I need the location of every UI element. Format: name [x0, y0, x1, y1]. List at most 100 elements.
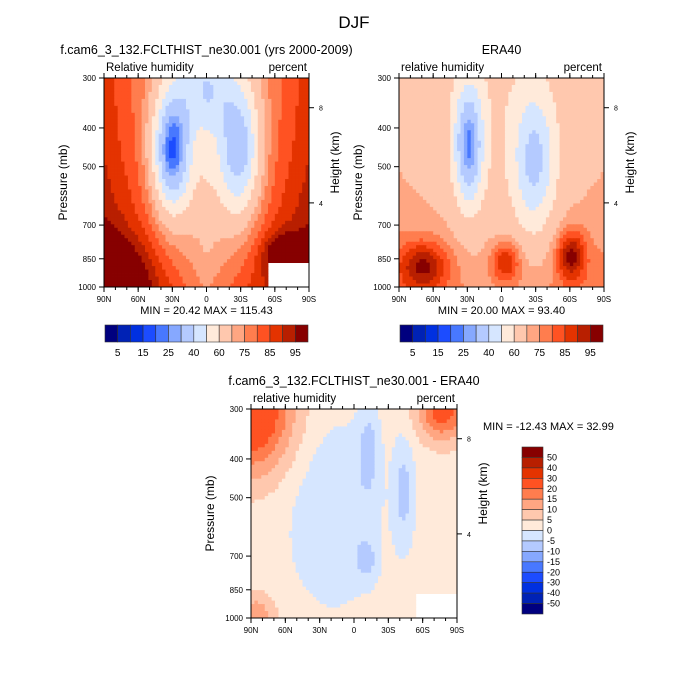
- contour-cell: [254, 116, 259, 121]
- contour-cell: [155, 241, 160, 246]
- contour-cell: [141, 255, 146, 260]
- contour-cell: [233, 252, 238, 257]
- contour-cell: [399, 151, 403, 156]
- contour-cell: [278, 123, 283, 128]
- contour-cell: [508, 133, 513, 138]
- contour-cell: [192, 276, 197, 281]
- contour-cell: [192, 140, 197, 145]
- contour-cell: [250, 78, 255, 82]
- contour-cell: [203, 189, 207, 194]
- contour-cell: [199, 84, 204, 89]
- contour-cell: [230, 88, 235, 93]
- contour-cell: [250, 196, 255, 201]
- contour-cell: [576, 140, 581, 145]
- contour-cell: [250, 259, 255, 264]
- contour-cell: [124, 91, 129, 96]
- contour-cell: [227, 210, 231, 215]
- contour-cell: [281, 116, 286, 121]
- contour-cell: [573, 102, 578, 107]
- contour-cell: [247, 78, 252, 82]
- contour-cell: [117, 179, 122, 183]
- contour-cell: [491, 91, 496, 96]
- contour-cell: [291, 248, 296, 253]
- contour-cell: [110, 102, 115, 107]
- contour-cell: [274, 126, 279, 131]
- contour-cell: [182, 217, 187, 222]
- contour-cell: [580, 123, 584, 128]
- contour-cell: [597, 130, 601, 135]
- contour-cell: [107, 179, 112, 183]
- contour-cell: [474, 119, 478, 124]
- contour-cell: [422, 98, 427, 103]
- contour-cell: [295, 217, 300, 222]
- contour-cell: [549, 119, 554, 124]
- contour-cell: [145, 269, 149, 274]
- contour-cell: [515, 91, 519, 96]
- contour-cell: [104, 213, 108, 218]
- contour-cell: [182, 276, 187, 281]
- contour-cell: [192, 133, 197, 138]
- contour-cell: [203, 199, 207, 204]
- contour-cell: [254, 248, 259, 253]
- contour-cell: [295, 231, 300, 236]
- contour-cell: [148, 84, 153, 89]
- contour-cell: [264, 91, 269, 96]
- contour-cell: [549, 105, 554, 110]
- contour-cell: [138, 273, 142, 277]
- contour-cell: [134, 112, 139, 117]
- contour-cell: [305, 206, 310, 211]
- contour-cell: [114, 266, 119, 270]
- contour-cell: [402, 123, 407, 128]
- contour-cell: [220, 227, 224, 232]
- contour-cell: [264, 238, 269, 243]
- contour-cell: [302, 140, 306, 145]
- contour-cell: [104, 95, 108, 100]
- contour-cell: [175, 168, 180, 173]
- contour-cell: [192, 185, 197, 190]
- contour-cell: [134, 165, 139, 169]
- contour-cell: [196, 91, 201, 96]
- contour-cell: [196, 234, 201, 239]
- contour-cell: [498, 109, 502, 114]
- contour-cell: [487, 116, 492, 121]
- contour-cell: [203, 273, 207, 277]
- contour-cell: [593, 105, 598, 110]
- contour-cell: [597, 95, 601, 100]
- contour-cell: [117, 81, 122, 86]
- contour-cell: [237, 189, 242, 194]
- contour-cell: [124, 185, 129, 190]
- contour-cell: [422, 133, 427, 138]
- contour-cell: [155, 196, 160, 201]
- contour-cell: [131, 203, 136, 208]
- contour-cell: [586, 130, 591, 135]
- contour-cell: [291, 161, 296, 166]
- contour-cell: [186, 245, 190, 250]
- contour-cell: [162, 217, 166, 222]
- contour-cell: [545, 84, 550, 89]
- contour-cell: [172, 266, 177, 270]
- contour-cell: [525, 91, 530, 96]
- contour-cell: [261, 241, 265, 246]
- contour-cell: [124, 154, 129, 159]
- contour-cell: [141, 112, 146, 117]
- contour-cell: [491, 105, 496, 110]
- contour-cell: [192, 165, 197, 169]
- contour-cell: [186, 252, 190, 257]
- contour-cell: [288, 158, 293, 162]
- contour-cell: [539, 84, 543, 89]
- contour-cell: [216, 133, 221, 138]
- contour-cell: [124, 137, 129, 142]
- contour-cell: [213, 102, 218, 107]
- contour-cell: [162, 133, 166, 138]
- contour-cell: [274, 206, 279, 211]
- contour-cell: [278, 130, 283, 135]
- contour-cell: [227, 262, 231, 267]
- contour-cell: [233, 220, 238, 225]
- contour-cell: [117, 227, 122, 232]
- contour-cell: [134, 123, 139, 128]
- contour-cell: [261, 273, 265, 277]
- contour-cell: [227, 269, 231, 274]
- contour-cell: [209, 123, 214, 128]
- contour-cell: [522, 144, 526, 149]
- contour-cell: [134, 213, 139, 218]
